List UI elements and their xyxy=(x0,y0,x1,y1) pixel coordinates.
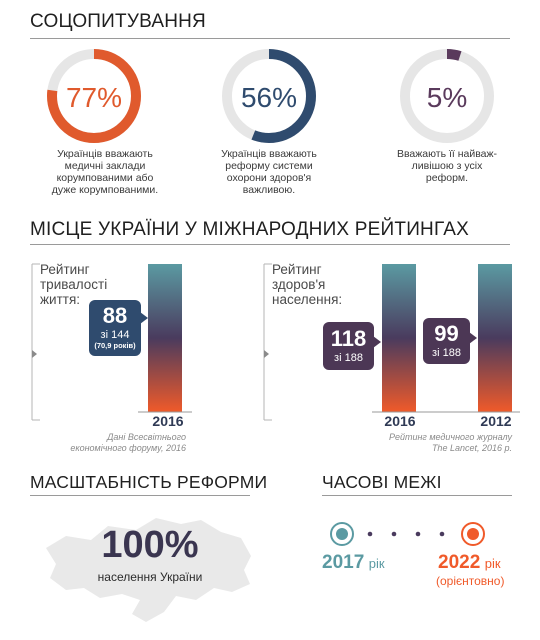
health-year-2016: 2016 xyxy=(384,413,416,429)
timeline-dot xyxy=(367,531,373,537)
survey-value-1: 77% xyxy=(65,82,123,113)
survey-caption-3: Вважають її найваж- ливішою з усіх рефор… xyxy=(396,148,498,184)
donut-arc xyxy=(47,49,141,143)
time-end: 2022 рік xyxy=(438,552,501,573)
timeline xyxy=(330,522,485,546)
time-title: ЧАСОВІ МЕЖІ xyxy=(322,472,442,492)
donut-arc xyxy=(400,49,494,143)
donut-5 xyxy=(400,49,494,143)
time-start: 2017 рік xyxy=(322,552,385,573)
scale-caption: населення України xyxy=(97,570,203,584)
donut-56 xyxy=(222,49,316,143)
timeline-dot xyxy=(391,531,397,537)
health-source-note: Рейтинг медичного журналу The Lancet, 20… xyxy=(389,432,512,453)
survey-donuts xyxy=(47,49,494,143)
donut-77 xyxy=(47,49,141,143)
survey-caption-1: Українців вважають медичні заклади корум… xyxy=(51,148,159,196)
ratings-title: МІСЦЕ УКРАЇНИ У МІЖНАРОДНИХ РЕЙТИНГАХ xyxy=(30,219,469,240)
survey-value-2: 56% xyxy=(240,82,298,113)
survey-caption-2: Українців вважають реформу системи охоро… xyxy=(221,148,317,196)
ratings-graphic xyxy=(31,263,520,421)
timeline-dot xyxy=(415,531,421,537)
scale-value: 100% xyxy=(101,524,199,566)
survey-title: СОЦОПИТУВАННЯ xyxy=(30,11,206,32)
donut-arc xyxy=(222,49,316,143)
life-rank-badge: 88 зі 144 (70,9 років) xyxy=(89,300,141,356)
health-rank-2012-badge: 99 зі 188 xyxy=(423,318,470,364)
health-bar-2016 xyxy=(382,264,416,412)
life-year: 2016 xyxy=(152,413,184,429)
life-arrow-icon xyxy=(32,350,37,358)
health-arrow-icon xyxy=(264,350,269,358)
scale-title: МАСШТАБНІСТЬ РЕФОРМИ xyxy=(30,472,268,492)
life-label: Рейтинг тривалості життя: xyxy=(40,262,108,307)
timeline-dot xyxy=(439,531,445,537)
life-bar-2016 xyxy=(148,264,182,412)
scale-rule xyxy=(30,495,250,496)
survey-rule xyxy=(30,38,510,39)
health-year-2012: 2012 xyxy=(480,413,512,429)
ukraine-map-icon xyxy=(46,518,251,622)
life-source-note: Дані Всесвітнього економічного форуму, 2… xyxy=(70,432,186,453)
survey-value-3: 5% xyxy=(426,82,468,113)
health-rank-2016-badge: 118 зі 188 xyxy=(323,322,374,370)
time-end-note: (орієнтовно) xyxy=(436,574,505,588)
health-bar-2012 xyxy=(478,264,512,412)
health-label: Рейтинг здоров'я населення: xyxy=(272,262,343,307)
ratings-rule xyxy=(30,244,510,245)
time-rule xyxy=(322,495,512,496)
